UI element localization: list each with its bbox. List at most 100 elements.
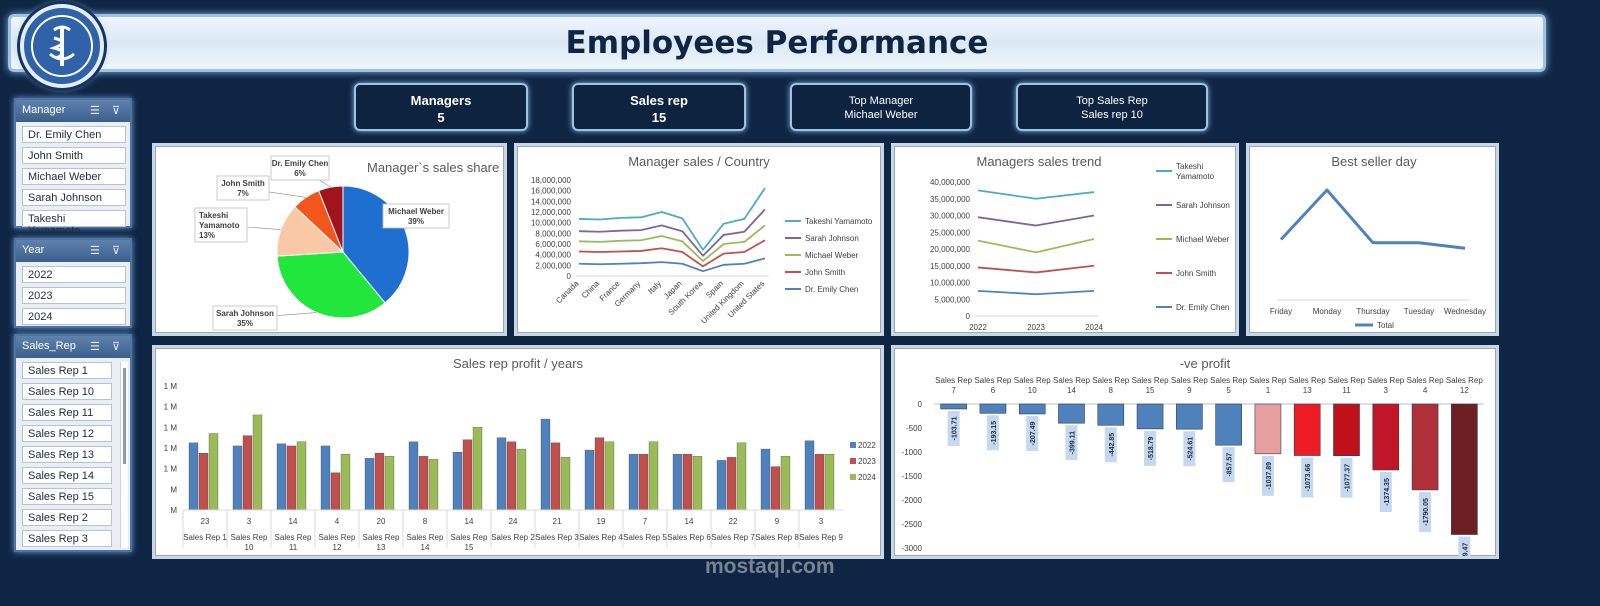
x-tick-label: Sales Rep 2 — [491, 533, 535, 542]
series-line — [578, 208, 766, 257]
bar — [506, 441, 517, 511]
data-label-box — [986, 415, 999, 451]
x-tick-label: 13 — [1303, 386, 1312, 395]
bar — [1411, 403, 1439, 491]
data-label-box — [1419, 491, 1432, 532]
x-tick-label: 12 — [333, 543, 342, 552]
bar — [1215, 403, 1242, 446]
slicer-item-sales-rep[interactable]: Sales Rep 3 — [22, 530, 112, 547]
legend-label: Yamamoto — [1176, 172, 1215, 181]
count-label: 14 — [685, 517, 694, 526]
x-tick-label: 2023 — [1027, 323, 1045, 332]
slicer-item-year[interactable]: 2022 — [22, 266, 126, 283]
clear-filter-icon[interactable]: ⊽ — [112, 245, 121, 257]
bar — [682, 454, 693, 511]
bar — [1097, 403, 1125, 426]
bar — [330, 472, 341, 511]
slicer-item-sales-rep[interactable]: Sales Rep 12 — [22, 425, 112, 442]
count-label: 3 — [819, 517, 824, 526]
series-line — [977, 238, 1095, 254]
multi-select-icon[interactable]: ☰ — [90, 341, 100, 353]
y-tick-label: 16,000,000 — [531, 187, 572, 196]
slicer-item-manager[interactable]: Michael Weber — [22, 168, 126, 185]
slicer-item-manager[interactable]: John Smith — [22, 147, 126, 164]
kpi-label: Managers — [410, 93, 472, 108]
slicer-item-manager[interactable]: Sarah Johnson — [22, 189, 126, 206]
clear-filter-icon[interactable]: ⊽ — [112, 341, 121, 353]
chart-title: Manager sales / Country — [628, 154, 770, 169]
clear-filter-icon[interactable]: ⊽ — [112, 105, 121, 117]
multi-select-icon[interactable]: ☰ — [90, 245, 100, 257]
y-tick-label: -500 — [906, 424, 923, 433]
slicer-item-sales-rep[interactable]: Sales Rep 10 — [22, 383, 112, 400]
bar — [780, 456, 791, 511]
data-label-box — [270, 155, 330, 181]
slicer-item-sales-rep[interactable]: Sales Rep 2 — [22, 509, 112, 526]
data-label-pct: 7% — [237, 189, 249, 198]
legend-label: 2022 — [858, 441, 876, 450]
data-label-box — [216, 175, 270, 201]
bar — [1293, 403, 1321, 456]
data-label: -207.49 — [1030, 421, 1037, 445]
y-tick-label: 1 M — [164, 423, 178, 432]
slicer-item-sales-rep[interactable]: Sales Rep 11 — [22, 404, 112, 421]
multi-select-icon[interactable]: ☰ — [90, 105, 100, 117]
x-tick-label: Sales Rep — [451, 533, 488, 542]
y-tick-label: 0 — [567, 272, 572, 281]
y-tick-label: 20,000,000 — [930, 245, 971, 254]
bar — [814, 454, 825, 511]
data-label-box — [1261, 455, 1274, 496]
x-tick-label: Sales Rep — [1210, 376, 1247, 385]
x-tick-label: Tuesday — [1404, 307, 1434, 316]
negative-profit-chart: -ve profit 0 -500 -1000 -1500 -2000 -2500 -3000… — [902, 356, 1484, 556]
bar — [1176, 403, 1203, 430]
bar — [252, 414, 263, 511]
bar — [716, 460, 727, 511]
x-tick-label: 8 — [1109, 386, 1114, 395]
data-label: -2719.47 — [1462, 543, 1469, 556]
bar — [824, 454, 835, 511]
manager-slicer: Manager ☰ ⊽ Dr. Emily Chen John Smith Mi… — [14, 98, 132, 237]
kpi-label: Top Manager — [848, 95, 914, 107]
data-label-name: Dr. Emily Chen — [272, 159, 329, 168]
data-label-box — [1065, 425, 1078, 461]
slicer-item-year[interactable]: 2023 — [22, 287, 126, 304]
x-tick-label: Sales Rep 3 — [535, 533, 579, 542]
x-tick-label: Canada — [554, 279, 581, 306]
x-tick-label: 1 — [1266, 386, 1271, 395]
slicer-item-manager[interactable]: Takeshi Yamamoto — [22, 210, 126, 237]
trend-line-chart-panel: Managers sales trend 0 5,000,000 10,000,000… — [891, 143, 1239, 336]
scrollbar-thumb[interactable] — [123, 368, 126, 464]
legend-label: Dr. Emily Chen — [805, 285, 858, 294]
y-tick-label: 1 M — [164, 465, 178, 474]
slicer-item-year[interactable]: 2024 — [22, 308, 126, 325]
x-tick-label: Sales Rep — [275, 533, 312, 542]
y-tick-label: 14,000,000 — [531, 197, 572, 206]
bar — [736, 442, 747, 511]
bar — [540, 418, 551, 511]
manager-slicer-label: Manager — [22, 104, 66, 116]
x-tick-label: 4 — [1423, 386, 1428, 395]
y-tick-label: 0 — [966, 312, 971, 321]
slicer-item-sales-rep[interactable]: Sales Rep 15 — [22, 488, 112, 505]
data-label-box — [947, 410, 960, 446]
year-slicer-label: Year — [22, 244, 45, 256]
series-line — [977, 264, 1095, 274]
bar — [276, 443, 287, 511]
slicer-scrollbar[interactable] — [120, 362, 128, 548]
series-line — [578, 257, 766, 273]
watermark: mostaql.com — [705, 555, 835, 578]
x-tick-label: 10 — [245, 543, 254, 552]
bar — [604, 441, 615, 511]
bar — [1372, 403, 1400, 471]
x-tick-label: 15 — [1146, 386, 1155, 395]
series-line — [578, 239, 766, 268]
slicer-item-sales-rep[interactable]: Sales Rep 14 — [22, 467, 112, 484]
slicer-item-manager[interactable]: Dr. Emily Chen — [22, 126, 126, 143]
slicer-item-sales-rep[interactable]: Sales Rep 1 — [22, 362, 112, 379]
y-tick-label: 1 M — [164, 403, 178, 412]
bar — [340, 454, 351, 511]
slicer-item-sales-rep[interactable]: Sales Rep 13 — [22, 446, 112, 463]
bar — [286, 445, 297, 511]
data-label: -193.15 — [991, 421, 998, 445]
